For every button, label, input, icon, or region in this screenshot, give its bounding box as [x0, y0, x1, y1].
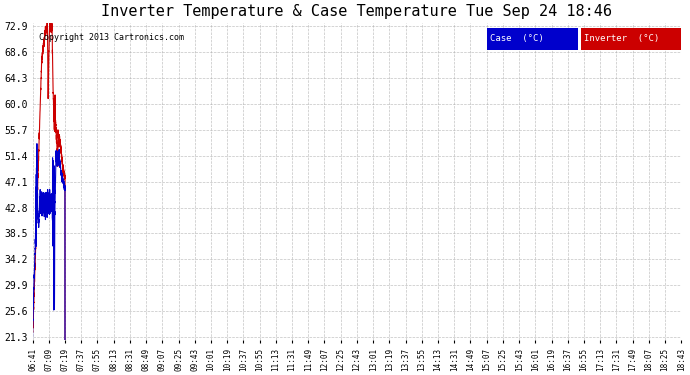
Text: Case  (°C): Case (°C)	[490, 34, 544, 44]
FancyBboxPatch shape	[486, 28, 578, 50]
Title: Inverter Temperature & Case Temperature Tue Sep 24 18:46: Inverter Temperature & Case Temperature …	[101, 4, 613, 19]
Text: Inverter  (°C): Inverter (°C)	[584, 34, 659, 44]
Text: Copyright 2013 Cartronics.com: Copyright 2013 Cartronics.com	[39, 33, 184, 42]
FancyBboxPatch shape	[581, 28, 681, 50]
